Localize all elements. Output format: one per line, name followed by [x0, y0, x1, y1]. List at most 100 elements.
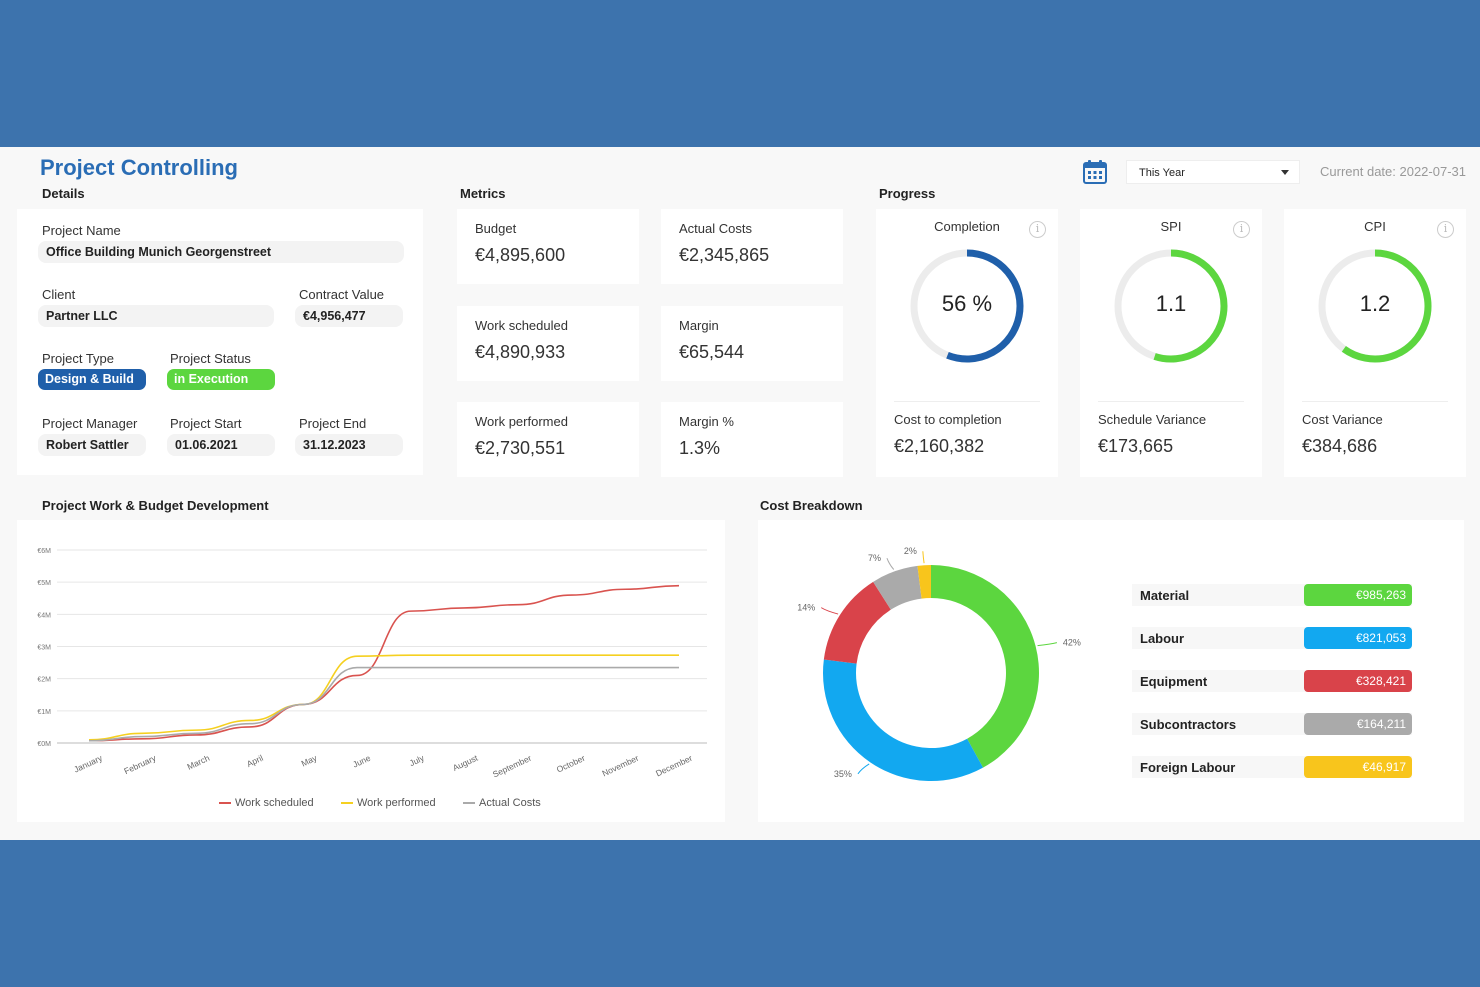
donut-slice-subcontractors	[873, 565, 922, 610]
metric-value: €2,345,865	[679, 245, 770, 265]
gauge-arc	[1153, 249, 1228, 363]
gauge-arc	[1341, 249, 1432, 363]
slice-percent-label: 42%	[1063, 638, 1081, 648]
gauge-sub-value: €2,160,382	[894, 436, 985, 456]
details-header: Details	[42, 186, 85, 201]
period-select-value: This Year	[1139, 167, 1185, 179]
project-name-value: Office Building Munich Georgenstreet	[38, 241, 404, 263]
contract-value-label: Contract Value	[299, 287, 385, 302]
slice-percent-label: 2%	[904, 546, 917, 556]
metric-card-budget: Budget €4,895,600	[457, 209, 639, 284]
donut-slice-labour	[823, 659, 984, 781]
info-icon[interactable]: i	[1233, 221, 1250, 238]
cost-category-name: Material	[1140, 588, 1190, 603]
cost-category-name: Subcontractors	[1140, 717, 1237, 732]
cost-value-badge: €328,421	[1304, 670, 1412, 692]
slice-leader-line	[886, 558, 895, 570]
series-line-actual-costs	[88, 666, 679, 742]
progress-card-cpi: CPI i 1.2 Cost Variance €384,686	[1284, 209, 1466, 477]
metric-label: Actual Costs	[679, 221, 752, 236]
metric-card-work-scheduled: Work scheduled €4,890,933	[457, 306, 639, 381]
dashboard: Project Controlling This Year Current da…	[0, 147, 1480, 840]
divider	[894, 401, 1040, 402]
donut-slice-foreign-labour	[917, 565, 931, 599]
completion-gauge	[910, 249, 1024, 363]
metric-label: Budget	[475, 221, 517, 236]
x-tick-label: September	[491, 753, 533, 780]
series-line-work-scheduled	[88, 584, 680, 742]
project-manager-label: Project Manager	[42, 416, 138, 431]
cpi-gauge	[1318, 249, 1432, 363]
series-line-work-performed	[88, 654, 679, 741]
project-name-label: Project Name	[42, 223, 121, 238]
cost-value-badge: €821,053	[1304, 627, 1412, 649]
cost-category-name: Equipment	[1140, 674, 1208, 689]
cost-row-equipment: Equipment €328,421	[1132, 670, 1412, 692]
x-tick-label: June	[351, 753, 372, 770]
cost-row-foreign-labour: Foreign Labour €46,917	[1132, 756, 1412, 778]
x-tick-label: August	[451, 752, 480, 773]
cost-value-badge: €985,263	[1304, 584, 1412, 606]
metric-label: Margin	[679, 318, 719, 333]
y-tick-label: €0M	[37, 741, 51, 748]
cost-row-subcontractors: Subcontractors €164,211	[1132, 713, 1412, 735]
cost-category-name: Foreign Labour	[1140, 760, 1236, 775]
divider	[1302, 401, 1448, 402]
metric-card-actual-costs: Actual Costs €2,345,865	[661, 209, 843, 284]
metric-value: 1.3%	[679, 438, 721, 458]
donut-slice-equipment	[823, 581, 891, 664]
project-end-value: 31.12.2023	[295, 434, 403, 456]
line-chart-card: €0M €1M €2M €3M €4M €5M €6M January February Marc…	[17, 520, 725, 822]
y-tick-label: €3M	[37, 645, 51, 652]
cost-category-name: Labour	[1140, 631, 1185, 646]
x-tick-label: July	[408, 752, 427, 768]
cost-value-badge: €164,211	[1304, 713, 1412, 735]
page-title: Project Controlling	[40, 155, 238, 180]
project-end-label: Project End	[299, 416, 367, 431]
x-tick-label: February	[122, 752, 158, 776]
work-budget-line-chart: €0M €1M €2M €3M €4M €5M €6M January February Marc…	[37, 548, 707, 809]
chevron-down-icon	[1281, 170, 1289, 175]
metric-label: Work performed	[475, 414, 568, 429]
metrics-header: Metrics	[460, 186, 506, 201]
cost-row-labour: Labour €821,053	[1132, 627, 1412, 649]
x-tick-label: April	[245, 753, 265, 769]
metric-card-margin-percent: Margin % 1.3%	[661, 402, 843, 477]
metric-label: Margin %	[679, 414, 734, 429]
gauge-sub-label: Cost to completion	[894, 412, 1002, 427]
metric-value: €4,890,933	[475, 342, 566, 362]
gauge-value: 1.2	[1359, 291, 1391, 316]
metric-label: Work scheduled	[475, 318, 568, 333]
slice-percent-label: 14%	[797, 603, 815, 613]
cost-breakdown-header: Cost Breakdown	[760, 498, 863, 513]
cost-value-badge: €46,917	[1304, 756, 1412, 778]
work-budget-header: Project Work & Budget Development	[42, 498, 269, 513]
y-tick-label: €5M	[37, 580, 51, 587]
info-icon[interactable]: i	[1029, 221, 1046, 238]
project-status-label: Project Status	[170, 351, 251, 366]
slice-percent-label: 7%	[868, 553, 881, 563]
metric-value: €65,544	[679, 342, 745, 362]
metric-card-work-performed: Work performed €2,730,551	[457, 402, 639, 477]
project-type-badge: Design & Build	[38, 369, 146, 390]
y-tick-label: €6M	[37, 548, 51, 555]
project-start-value: 01.06.2021	[167, 434, 275, 456]
x-tick-label: January	[72, 752, 104, 774]
slice-leader-line	[922, 551, 925, 564]
project-type-label: Project Type	[42, 351, 115, 366]
period-select[interactable]: This Year	[1126, 160, 1300, 184]
divider	[1098, 401, 1244, 402]
gauge-value: 56 %	[941, 291, 993, 316]
x-tick-label: May	[300, 752, 319, 768]
project-manager-value: Robert Sattler	[38, 434, 146, 456]
y-tick-label: €4M	[37, 612, 51, 619]
gauge-title: CPI	[1364, 219, 1386, 234]
progress-card-spi: SPI i 1.1 Schedule Variance €173,665	[1080, 209, 1262, 477]
calendar-icon[interactable]	[1082, 159, 1108, 185]
info-icon[interactable]: i	[1437, 221, 1454, 238]
gauge-arc	[946, 249, 1024, 363]
slice-leader-line	[857, 763, 870, 775]
gauge-value: 1.1	[1155, 291, 1187, 316]
x-tick-label: November	[600, 753, 640, 779]
x-tick-label: October	[555, 753, 587, 775]
